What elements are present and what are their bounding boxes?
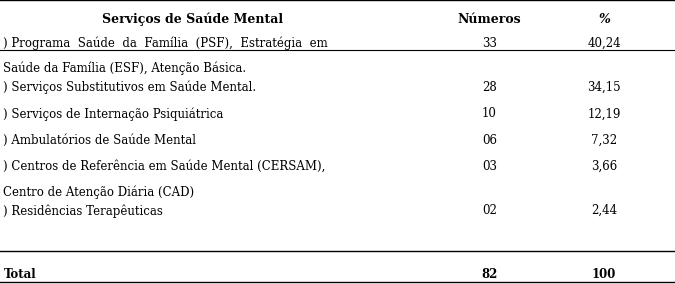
Text: 34,15: 34,15 xyxy=(587,81,621,94)
Text: ) Ambulatórios de Saúde Mental: ) Ambulatórios de Saúde Mental xyxy=(3,134,196,147)
Text: 3,66: 3,66 xyxy=(591,160,617,173)
Text: 12,19: 12,19 xyxy=(587,107,621,120)
Text: 2,44: 2,44 xyxy=(591,204,617,217)
Text: %: % xyxy=(598,13,610,26)
Text: Números: Números xyxy=(458,13,521,26)
Text: 40,24: 40,24 xyxy=(587,37,621,50)
Text: 03: 03 xyxy=(482,160,497,173)
Text: 33: 33 xyxy=(482,37,497,50)
Text: ) Serviços Substitutivos em Saúde Mental.: ) Serviços Substitutivos em Saúde Mental… xyxy=(3,81,256,95)
Text: Serviços de Saúde Mental: Serviços de Saúde Mental xyxy=(102,13,283,26)
Text: ) Programa  Saúde  da  Família  (PSF),  Estratégia  em: ) Programa Saúde da Família (PSF), Estra… xyxy=(3,37,328,51)
Text: ) Residências Terapêuticas: ) Residências Terapêuticas xyxy=(3,204,163,218)
Text: Total: Total xyxy=(3,268,36,281)
Text: ) Centros de Referência em Saúde Mental (CERSAM),: ) Centros de Referência em Saúde Mental … xyxy=(3,160,326,173)
Text: 02: 02 xyxy=(482,204,497,217)
Text: 82: 82 xyxy=(481,268,497,281)
Text: 10: 10 xyxy=(482,107,497,120)
Text: 100: 100 xyxy=(592,268,616,281)
Text: Centro de Atenção Diária (CAD): Centro de Atenção Diária (CAD) xyxy=(3,185,194,199)
Text: 06: 06 xyxy=(482,134,497,147)
Text: 28: 28 xyxy=(482,81,497,94)
Text: 7,32: 7,32 xyxy=(591,134,617,147)
Text: Saúde da Família (ESF), Atenção Básica.: Saúde da Família (ESF), Atenção Básica. xyxy=(3,62,246,76)
Text: ) Serviços de Internação Psiquiátrica: ) Serviços de Internação Psiquiátrica xyxy=(3,107,223,121)
